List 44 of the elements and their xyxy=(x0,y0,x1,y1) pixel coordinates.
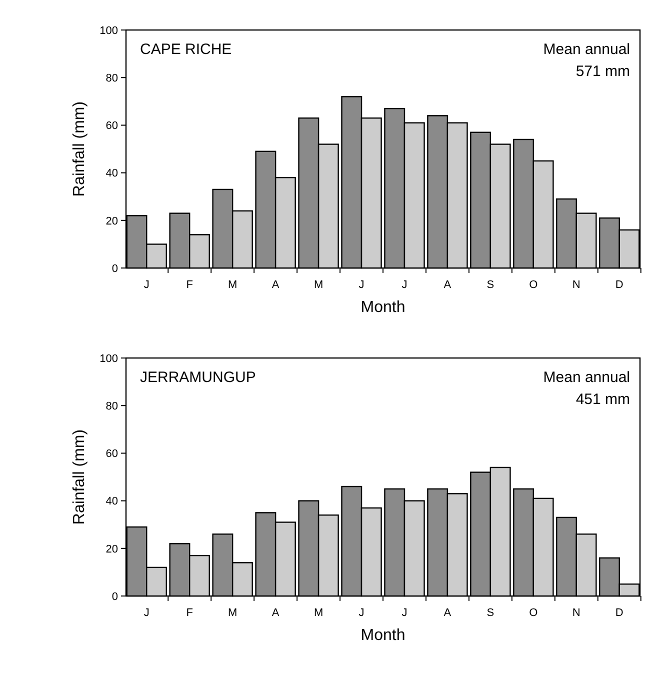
x-tick-label: J xyxy=(358,607,364,619)
x-tick-label: F xyxy=(186,279,194,291)
x-tick-label: M xyxy=(228,279,238,291)
x-tick-label: N xyxy=(572,279,580,291)
x-tick-label: J xyxy=(402,279,408,291)
x-tick-label: S xyxy=(486,607,494,619)
x-axis-title: Month xyxy=(360,299,406,316)
text: JERRAMUNGUP xyxy=(140,369,256,386)
x-tick-label: F xyxy=(186,607,194,619)
y-axis-title: Rainfall (mm) xyxy=(71,101,88,197)
x-tick-label: D xyxy=(615,607,624,619)
y-tick-label: 80 xyxy=(106,400,118,412)
x-tick-label: O xyxy=(529,607,538,619)
annotation: Mean annual 571 mm xyxy=(543,41,630,80)
y-tick-label: 0 xyxy=(112,590,118,603)
x-tick-label: A xyxy=(444,279,452,291)
x-tick-label: S xyxy=(486,279,494,291)
y-tick-label: 20 xyxy=(106,543,118,556)
x-tick-label: J xyxy=(144,607,150,619)
x-tick-label: D xyxy=(615,279,624,291)
y-tick-label: 40 xyxy=(106,496,118,508)
x-tick-label: J xyxy=(402,607,408,619)
x-tick-label: M xyxy=(314,279,324,291)
x-tick-label: N xyxy=(572,607,580,619)
y-tick-label: 60 xyxy=(106,120,118,132)
x-tick-label: J xyxy=(358,279,364,291)
x-tick-label: O xyxy=(529,279,538,291)
x-tick-label: M xyxy=(314,607,324,619)
y-tick-label: 60 xyxy=(106,448,118,460)
y-tick-label: 40 xyxy=(106,168,118,180)
annotation: Mean annual 451 mm xyxy=(543,369,630,408)
y-tick-label: 100 xyxy=(100,352,118,365)
text: CAPE RICHE xyxy=(140,41,232,58)
y-tick-label: 100 xyxy=(100,24,118,37)
x-tick-label: A xyxy=(272,279,280,291)
y-tick-label: 20 xyxy=(106,215,118,228)
x-tick-label: M xyxy=(228,607,238,619)
x-tick-label: A xyxy=(444,607,452,619)
x-tick-label: A xyxy=(272,607,280,619)
y-tick-label: 0 xyxy=(112,262,118,275)
x-axis-title: Month xyxy=(360,627,406,644)
y-tick-label: 80 xyxy=(106,72,118,84)
x-tick-label: J xyxy=(144,279,150,291)
y-axis-title: Rainfall (mm) xyxy=(71,429,88,525)
